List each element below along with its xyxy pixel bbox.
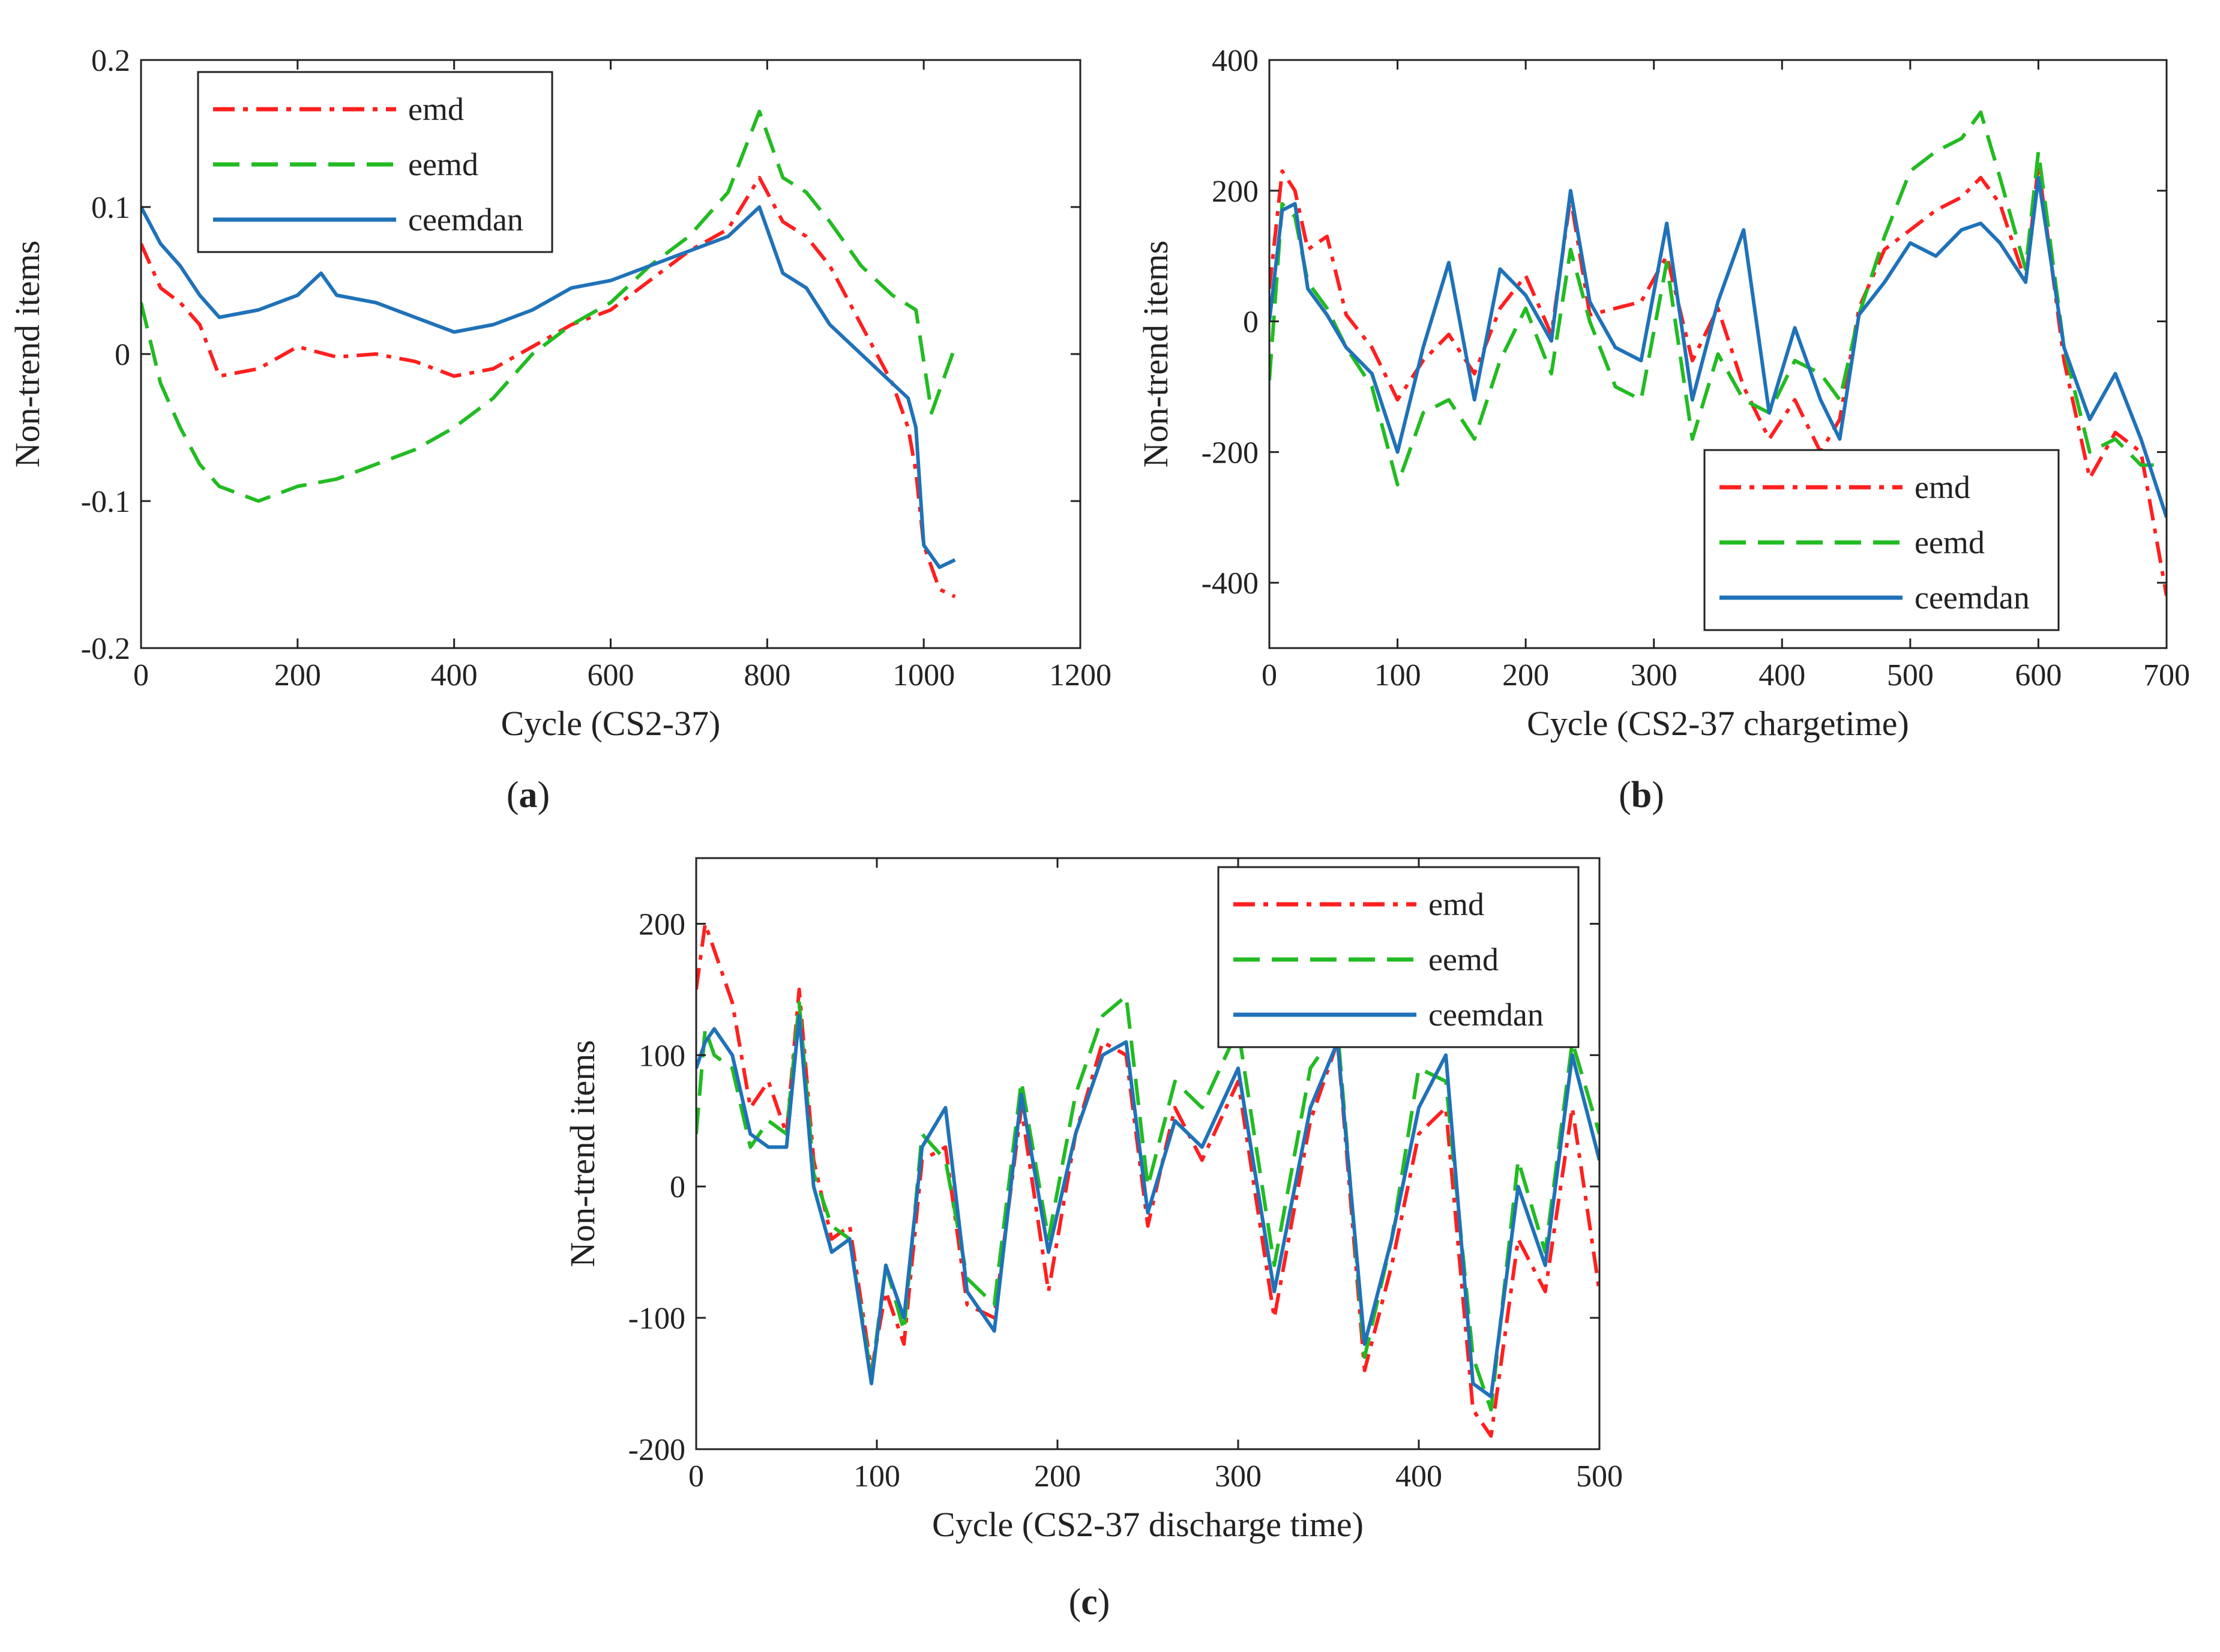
- y-axis-label: Non-trend items: [563, 1040, 602, 1267]
- x-tick-label: 600: [588, 658, 634, 692]
- x-tick-label: 400: [431, 658, 478, 692]
- y-tick-label: -0.2: [81, 632, 130, 666]
- y-tick-label: -200: [628, 1433, 685, 1467]
- y-tick-label: -400: [1202, 566, 1259, 601]
- series-line-eemd: [141, 109, 957, 503]
- y-tick-label: 0.2: [91, 44, 130, 78]
- y-tick-label: 400: [1212, 44, 1259, 78]
- y-tick-label: 0: [115, 338, 130, 372]
- x-tick-label: 0: [133, 658, 149, 692]
- legend-label-ceemdan: ceemdan: [408, 202, 523, 238]
- panel-caption: (a): [507, 775, 550, 815]
- panel-label: c: [1081, 1582, 1098, 1623]
- x-axis-label: Cycle (CS2-37): [501, 704, 721, 743]
- panel-caption: (b): [1619, 775, 1664, 815]
- y-tick-label: 200: [1212, 175, 1259, 209]
- axes-frame: [695, 857, 1601, 1450]
- series-group: [141, 109, 957, 599]
- panels: 0 200 400 600 800 1000 1200-0.2-0.100.10.2Cycl…: [8, 44, 2190, 1623]
- y-tick-label: 0: [1243, 305, 1259, 340]
- series-line-ceemdan: [141, 205, 956, 569]
- y-tick-label: 0.1: [91, 191, 130, 225]
- panel-label: b: [1631, 775, 1652, 815]
- legend-box: [1703, 449, 2060, 631]
- y-tick-label: -200: [1202, 436, 1259, 470]
- legend-label-eemd: eemd: [408, 146, 478, 182]
- panel-caption: (c): [1069, 1582, 1110, 1623]
- legend: emd eemd ceemdan: [1703, 449, 2060, 631]
- chart-panel-c: 0 100 200 300 400 500 -200 -100 0 100 200 Cycle (CS…: [563, 857, 1623, 1623]
- series-group: [1269, 110, 2167, 596]
- series-line-ceemdan: [1269, 176, 2167, 518]
- y-tick-label: -100: [628, 1302, 685, 1336]
- x-tick-label: 800: [744, 658, 790, 692]
- x-tick-label: 700: [2143, 658, 2190, 692]
- panel-label: a: [519, 775, 538, 815]
- series-line-eemd: [1269, 110, 2167, 487]
- series-line-emd: [696, 922, 1599, 1438]
- legend-label-emd: emd: [408, 91, 464, 127]
- y-tick-label: 0: [670, 1170, 685, 1204]
- x-tick-label: 200: [274, 658, 321, 692]
- x-axis-label: Cycle (CS2-37 chargetime): [1527, 704, 1909, 743]
- x-tick-label: 500: [1576, 1459, 1623, 1494]
- x-tick-label: 200: [1034, 1459, 1081, 1494]
- x-tick-label: 100: [1374, 658, 1421, 692]
- chart-panel-b: 0 100 200 300 400 500 600 700 -400 -200 0 200 400 Cyc…: [1136, 44, 2190, 815]
- y-axis-label: Non-trend items: [8, 241, 47, 468]
- x-tick-label: 400: [1395, 1459, 1442, 1494]
- x-tick-label: 300: [1631, 658, 1677, 692]
- x-tick-label: 1200: [1049, 658, 1112, 692]
- x-tick-label: 100: [853, 1459, 900, 1494]
- x-tick-label: 600: [2015, 658, 2062, 692]
- series-line-emd: [1269, 163, 2167, 596]
- y-axis-label: Non-trend items: [1136, 241, 1175, 468]
- x-tick-label: 1000: [892, 658, 955, 692]
- legend: emd eemd ceemdan: [197, 71, 553, 253]
- x-tick-label: 200: [1502, 658, 1549, 692]
- x-axis-label: Cycle (CS2-37 discharge time): [932, 1505, 1364, 1544]
- y-tick-label: -0.1: [81, 485, 130, 519]
- y-tick-label: 200: [639, 907, 685, 942]
- legend-label-emd: emd: [1428, 886, 1484, 922]
- series-group: [696, 922, 1599, 1438]
- series-line-ceemdan: [696, 1014, 1599, 1399]
- chart-panel-a: 0 200 400 600 800 1000 1200 -0.2 -0.1 0 0.1 0.2 Cycl…: [8, 44, 1112, 815]
- x-tick-label: 0: [1262, 658, 1277, 692]
- x-tick-label: 400: [1758, 658, 1805, 692]
- x-tick-label: 0: [688, 1459, 704, 1494]
- legend-label-emd: emd: [1915, 469, 1970, 505]
- legend-label-ceemdan: ceemdan: [1428, 997, 1544, 1033]
- legend-box: [1217, 866, 1580, 1048]
- x-tick-label: 500: [1887, 658, 1934, 692]
- legend-label-eemd: eemd: [1915, 524, 1985, 560]
- legend-box: [197, 71, 553, 253]
- legend-label-eemd: eemd: [1428, 942, 1499, 978]
- y-tick-label: 100: [639, 1039, 685, 1073]
- series-line-emd: [141, 176, 956, 599]
- axes-frame: [1268, 59, 2168, 649]
- legend: emd eemd ceemdan: [1217, 866, 1580, 1048]
- x-tick-label: 300: [1215, 1459, 1262, 1494]
- legend-label-ceemdan: ceemdan: [1915, 580, 2030, 616]
